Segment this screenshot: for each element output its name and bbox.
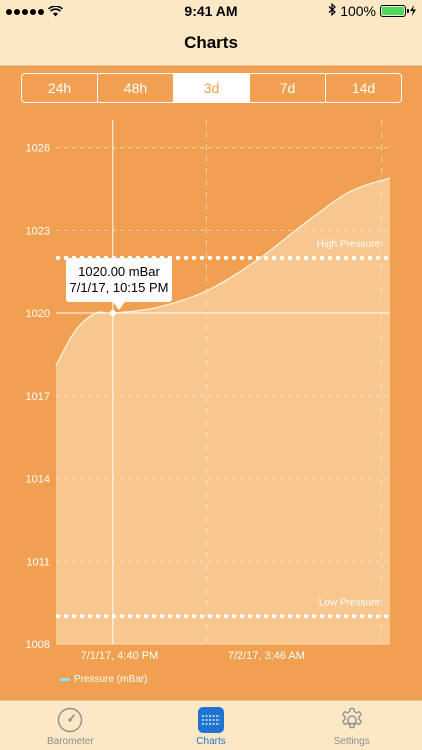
page-title: Charts xyxy=(184,33,238,52)
status-left xyxy=(6,4,63,20)
battery-icon xyxy=(380,5,409,17)
pressure-chart-svg: 1026 1023 1020 1017 1014 1011 1008 High Pressur… xyxy=(0,112,422,700)
legend-swatch xyxy=(60,678,70,681)
pressure-line xyxy=(55,177,391,366)
navigation-bar: Charts xyxy=(0,22,422,66)
tab-charts[interactable]: Charts xyxy=(141,701,282,750)
segment-14d[interactable]: 14d xyxy=(325,74,401,102)
y-tick-label: 1020 xyxy=(26,308,50,320)
x-tick-label: 7/1/17, 4:40 PM xyxy=(81,650,159,662)
chart-legend: Pressure (mBar) xyxy=(60,674,147,685)
highlight-point xyxy=(109,310,116,317)
high-pressure-label: High Pressure xyxy=(317,239,381,250)
tab-barometer-label: Barometer xyxy=(46,736,94,747)
y-tick-label: 1017 xyxy=(26,391,50,403)
tab-bar: Barometer Charts Settings xyxy=(0,700,422,750)
signal-dots-icon xyxy=(6,9,44,15)
chart-list-icon xyxy=(198,707,224,733)
bluetooth-icon xyxy=(328,2,337,19)
wifi-icon xyxy=(48,4,63,20)
y-tick-label: 1023 xyxy=(26,225,50,237)
tooltip-time: 7/1/17, 10:15 PM xyxy=(69,280,169,295)
gauge-icon xyxy=(57,707,83,733)
segment-24h[interactable]: 24h xyxy=(47,80,72,96)
legend-label: Pressure (mBar) xyxy=(74,674,148,685)
y-tick-label: 1008 xyxy=(26,639,50,651)
pressure-chart[interactable]: 1026 1023 1020 1017 1014 1011 1008 High Pressur… xyxy=(0,112,422,700)
tooltip-value: 1020.00 mBar xyxy=(78,264,160,279)
battery-percent: 100% xyxy=(340,3,376,19)
status-time: 9:41 AM xyxy=(184,3,238,19)
y-tick-label: 1011 xyxy=(26,556,50,568)
tab-barometer[interactable]: Barometer xyxy=(0,701,141,750)
charging-icon xyxy=(410,3,416,19)
low-pressure-label: Low Pressure xyxy=(319,597,381,608)
x-tick-label: 7/2/17, 3:46 AM xyxy=(228,650,305,662)
status-bar: 9:41 AM 100% xyxy=(0,0,422,22)
status-right: 100% xyxy=(328,2,416,19)
segment-7d[interactable]: 7d xyxy=(249,74,325,102)
tab-charts-label: Charts xyxy=(196,736,226,747)
y-tick-label: 1014 xyxy=(26,474,50,486)
segment-48h[interactable]: 48h xyxy=(97,74,173,102)
pressure-area xyxy=(56,177,390,645)
time-range-segmented-control: 24h 48h 3d 7d 14d xyxy=(21,73,402,103)
y-tick-label: 1026 xyxy=(26,143,50,155)
tab-settings[interactable]: Settings xyxy=(281,701,422,750)
segment-3d[interactable]: 3d xyxy=(173,74,249,102)
gear-icon xyxy=(339,707,365,733)
tab-settings-label: Settings xyxy=(333,736,370,747)
chart-tooltip: 1020.00 mBar 7/1/17, 10:15 PM xyxy=(66,258,172,310)
